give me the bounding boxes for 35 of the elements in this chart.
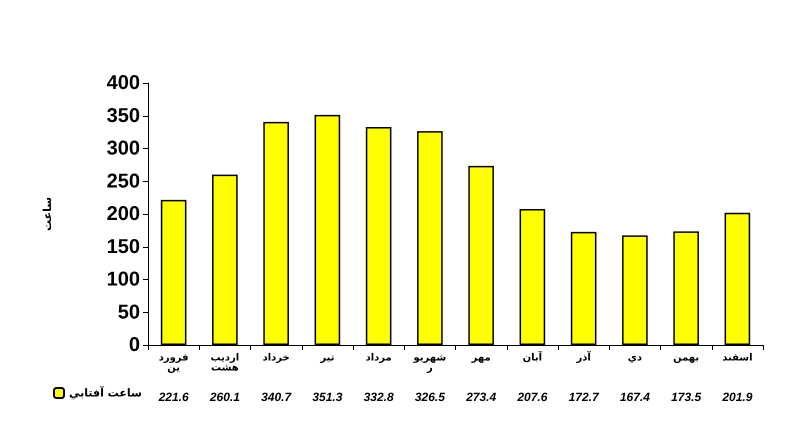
data-label: 326.5 — [414, 390, 446, 404]
legend-label: ساعت آفتابي — [69, 386, 142, 400]
data-label: 351.3 — [312, 390, 343, 404]
y-tick-label: 100 — [106, 268, 140, 290]
data-label: 273.4 — [465, 390, 496, 404]
y-tick-label: 50 — [118, 301, 140, 324]
x-tick-label: مرداد — [366, 352, 392, 364]
x-tick-label: دي — [628, 352, 642, 364]
x-tick-label: ارديبهشت — [210, 352, 240, 374]
data-label: 260.1 — [208, 390, 240, 404]
y-tick-label: 350 — [106, 104, 140, 127]
data-label: 173.5 — [671, 390, 702, 404]
x-tick-label: فروردين — [158, 352, 189, 374]
x-tick-label: شهريور — [412, 352, 446, 374]
x-tick-label: آبان — [522, 350, 543, 364]
x-tick-label: مهر — [470, 352, 491, 364]
y-tick-label: 150 — [106, 236, 140, 258]
y-axis-title: ساعت — [41, 196, 54, 232]
x-tick-label: اسفند — [722, 352, 753, 364]
x-tick-label: خرداد — [262, 352, 290, 364]
x-tick-label: بهمن — [673, 352, 700, 364]
data-label: 340.7 — [261, 390, 292, 404]
x-tick-label: تير — [319, 352, 335, 364]
data-label: 167.4 — [620, 390, 650, 404]
data-label: 332.8 — [364, 390, 394, 404]
y-tick-label: 300 — [106, 138, 140, 160]
y-tick-label: 0 — [128, 334, 140, 356]
x-tick-label: آذر — [575, 350, 592, 364]
data-label: 201.9 — [721, 390, 753, 404]
y-tick-label: 250 — [106, 170, 140, 192]
y-tick-label: 200 — [106, 203, 140, 225]
y-tick-label: 400 — [106, 72, 140, 94]
data-label: 221.6 — [158, 390, 189, 404]
data-label: 207.6 — [516, 390, 548, 404]
data-label: 172.7 — [568, 390, 600, 404]
